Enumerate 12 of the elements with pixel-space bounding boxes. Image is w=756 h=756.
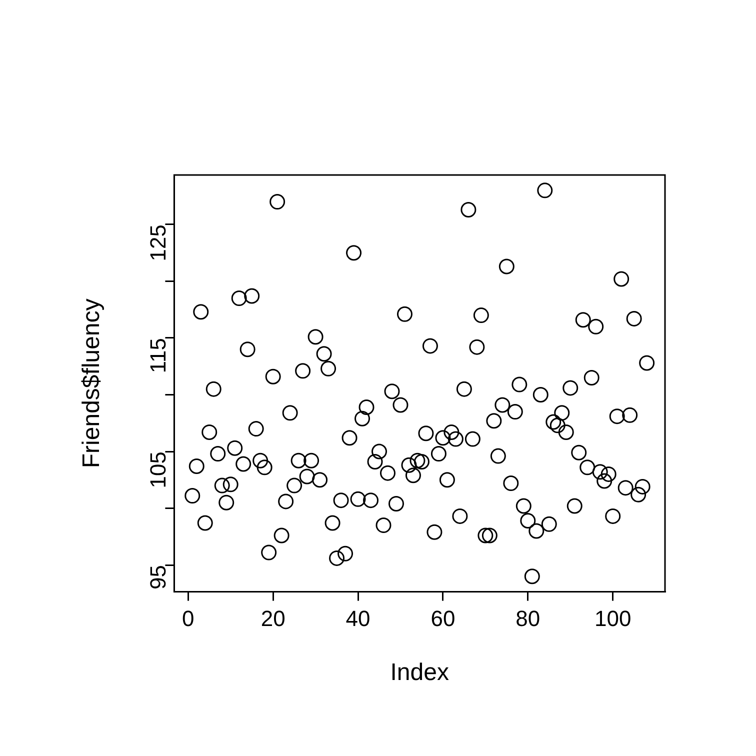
y-tick-label: 95 (145, 565, 170, 590)
x-tick-label: 20 (260, 606, 286, 632)
x-tick-label: 0 (182, 606, 194, 632)
x-tick-label: 40 (346, 606, 370, 632)
y-tick-label: 105 (145, 452, 170, 488)
y-tick-label: 115 (145, 338, 170, 374)
x-tick-label: 60 (430, 606, 456, 632)
y-tick-label: 125 (145, 224, 170, 262)
y-axis-title: Friends$fluency (78, 298, 106, 468)
x-tick-label: 80 (516, 606, 540, 632)
x-tick-label: 100 (594, 606, 632, 632)
x-axis-title: Index (390, 659, 449, 686)
